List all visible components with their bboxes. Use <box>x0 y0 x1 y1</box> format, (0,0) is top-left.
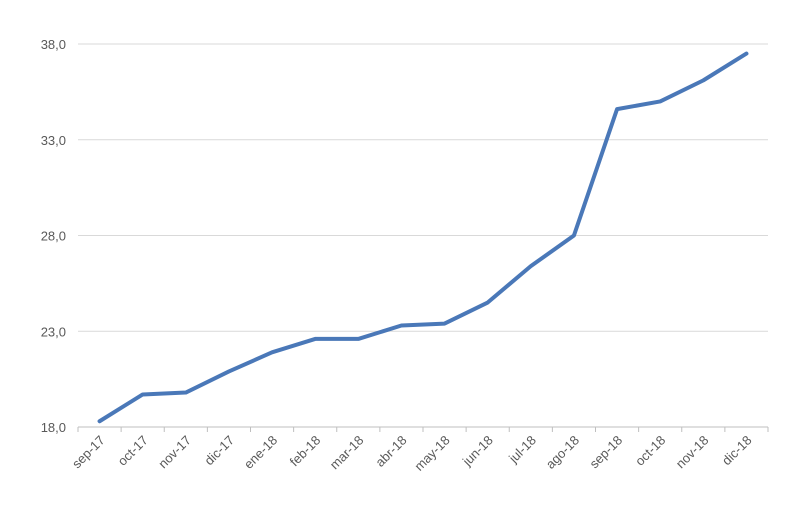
x-tick-label: abr-18 <box>372 433 409 470</box>
x-tick-label: ene-18 <box>241 433 280 472</box>
x-tick-label: dic-17 <box>201 433 237 469</box>
y-tick-label: 28,0 <box>41 229 66 244</box>
x-tick-label: nov-17 <box>155 433 194 472</box>
y-tick-label: 18,0 <box>41 420 66 435</box>
x-tick-label: dic-18 <box>719 433 755 469</box>
x-tick-label: nov-18 <box>673 433 712 472</box>
x-tick-label: oct-17 <box>115 433 151 469</box>
x-tick-label: feb-18 <box>287 433 324 470</box>
x-tick-label: oct-18 <box>632 433 668 469</box>
x-tick-label: mar-18 <box>327 433 367 473</box>
x-tick-label: jun-18 <box>459 433 496 470</box>
line-series <box>97 51 749 424</box>
y-tick-label: 38,0 <box>41 37 66 52</box>
x-tick-label: ago-18 <box>543 433 582 472</box>
x-tick-label: jul-18 <box>505 433 539 467</box>
y-tick-label: 23,0 <box>41 324 66 339</box>
x-tick-label: sep-17 <box>69 433 108 472</box>
x-tick-label: may-18 <box>411 433 452 474</box>
y-tick-label: 33,0 <box>41 133 66 148</box>
x-tick-label: sep-18 <box>586 433 625 472</box>
